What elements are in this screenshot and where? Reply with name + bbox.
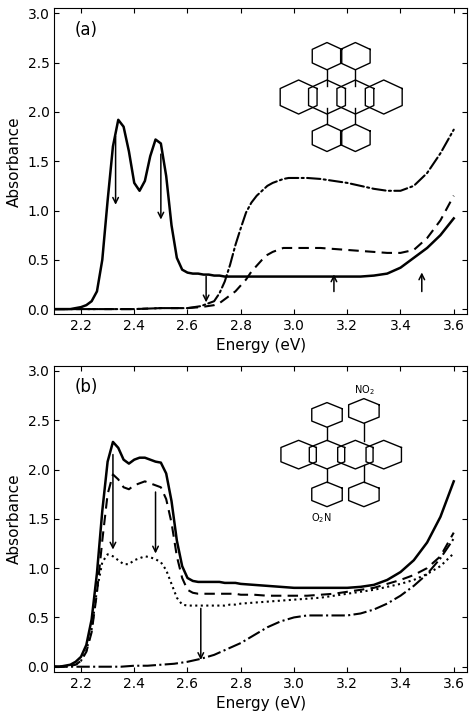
Text: (a): (a) <box>75 21 98 39</box>
X-axis label: Energy (eV): Energy (eV) <box>216 338 306 353</box>
Text: (b): (b) <box>75 378 99 396</box>
X-axis label: Energy (eV): Energy (eV) <box>216 696 306 711</box>
Y-axis label: Absorbance: Absorbance <box>7 116 22 207</box>
Y-axis label: Absorbance: Absorbance <box>7 473 22 564</box>
